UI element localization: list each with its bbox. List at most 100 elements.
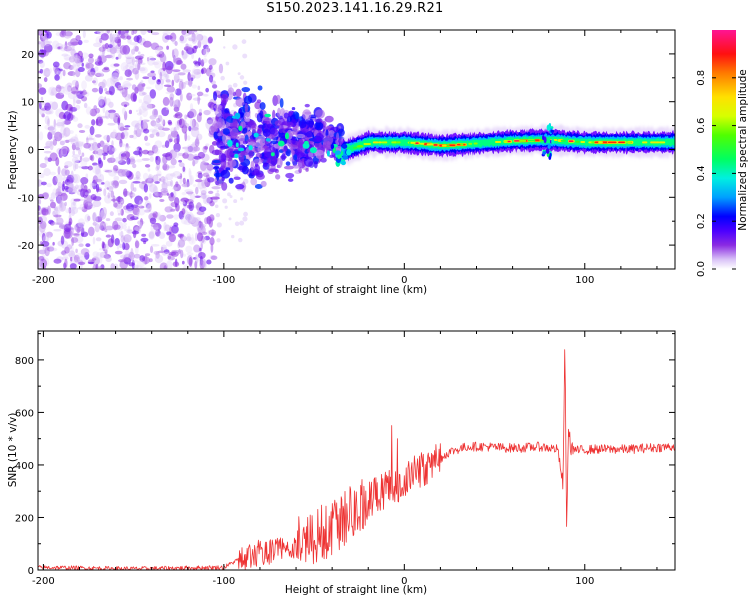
x-tick-label: 0 [401,275,407,286]
heatmap-cell [66,244,73,250]
heatmap-cell [82,91,90,98]
heatmap-cell [460,143,464,146]
heatmap-cell [142,172,149,181]
heatmap-cell [104,170,113,173]
heatmap-cell [131,84,137,91]
heatmap-cell [126,77,134,81]
heatmap-cell [75,252,85,258]
heatmap-cell [41,113,45,118]
heatmap-cell [133,35,140,43]
heatmap-cell [121,107,126,116]
heatmap-cell [199,193,207,198]
heatmap-cell [87,226,95,237]
heatmap-cell [67,71,76,76]
heatmap-cell [139,266,147,269]
heatmap-cell [135,109,139,113]
heatmap-cell [105,218,111,222]
heatmap-cell [113,63,120,67]
heatmap-cell [179,173,183,180]
heatmap-cell [68,221,72,226]
heatmap-cell [222,198,228,204]
heatmap-cell [125,64,128,70]
heatmap-cell [49,86,56,95]
heatmap-cell [202,261,207,269]
heatmap-cell [76,58,82,67]
heatmap-cell [149,193,152,199]
heatmap-cell [191,126,199,131]
heatmap-cell [194,232,198,242]
heatmap-cell [136,211,140,218]
heatmap-cell [153,121,161,130]
heatmap-cell [232,117,238,128]
heatmap-cell [71,142,76,151]
heatmap-cell [38,249,47,255]
heatmap-cell [108,35,118,41]
heatmap-cell [173,142,181,153]
heatmap-cell [279,98,284,108]
heatmap-cell [138,108,142,115]
heatmap-cell [102,142,111,152]
heatmap-cell [119,76,123,81]
heatmap-cell [67,41,74,47]
heatmap-cell [72,150,76,156]
heatmap-cell [52,175,58,186]
heatmap-cell [116,206,120,214]
heatmap-cell [149,57,156,61]
heatmap-cell [89,145,98,151]
heatmap-cell [144,135,148,142]
heatmap-cell [162,96,170,106]
heatmap-cell [149,217,157,225]
heatmap-cell [89,182,94,190]
heatmap-cell [65,103,73,111]
heatmap-cell [159,53,167,63]
heatmap-cell [138,205,145,209]
heatmap-cell [42,40,51,47]
heatmap-cell [83,39,89,44]
heatmap-cell [227,139,233,147]
heatmap-cell [519,139,527,142]
heatmap-cell [43,67,51,78]
heatmap-cell [67,253,76,257]
heatmap-cell [178,35,188,44]
heatmap-cell [549,152,552,157]
heatmap-cell [131,56,135,66]
heatmap-cell [188,237,196,245]
heatmap-cell [49,140,54,151]
heatmap-cell [68,56,76,63]
heatmap-cell [163,84,172,87]
heatmap-cell [87,188,92,194]
heatmap-cell [162,73,170,81]
heatmap-cell [52,210,56,216]
heatmap-cell [75,223,81,233]
heatmap-cell [38,179,43,187]
heatmap-cell [560,139,566,142]
heatmap-cell [179,176,183,185]
y-tick-label: 200 [15,513,34,524]
heatmap-cell [38,259,42,266]
heatmap-cell [188,201,194,212]
heatmap-cell [40,96,44,101]
heatmap-cell [114,237,120,246]
heatmap-cell [163,221,167,232]
heatmap-cell [175,88,182,96]
heatmap-cell [173,104,178,109]
heatmap-cell [125,56,133,60]
heatmap-cell [106,30,111,34]
heatmap-cell [71,79,79,86]
heatmap-cell [118,231,123,237]
heatmap-cell [94,66,99,72]
heatmap-cell [184,147,189,155]
heatmap-cell [38,216,43,225]
x-tick-label: -200 [32,576,55,587]
heatmap-cell [123,131,129,137]
colorbar-gradient [712,30,736,269]
heatmap-cell [591,141,595,144]
heatmap-cell [63,253,69,259]
heatmap-cell [81,62,84,67]
heatmap-cell [173,106,180,112]
heatmap-cell [122,222,128,226]
heatmap-cell [123,234,132,243]
heatmap-cell [46,31,52,39]
heatmap-cell [125,143,129,148]
heatmap-cell [85,137,95,141]
